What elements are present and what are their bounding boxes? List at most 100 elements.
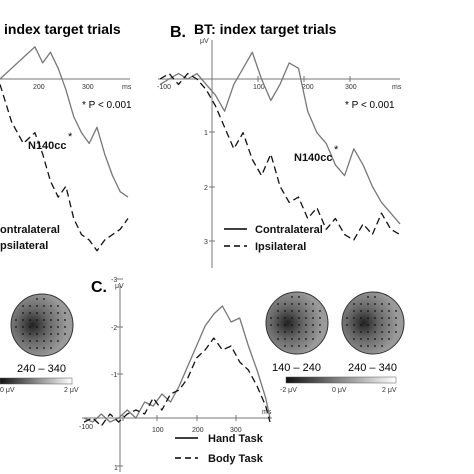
electrode-dot bbox=[50, 326, 52, 328]
electrode-dot bbox=[43, 326, 45, 328]
electrode-dot bbox=[50, 347, 52, 349]
electrode-dot bbox=[367, 296, 369, 298]
electrode-dot bbox=[43, 305, 45, 307]
topo-map bbox=[341, 291, 405, 355]
electrode-dot bbox=[291, 338, 293, 340]
panel-b-x-tick-label: 100 bbox=[253, 84, 265, 91]
electrode-dot bbox=[22, 333, 24, 335]
panel-a-x-tick-label: ms bbox=[122, 84, 132, 91]
electrode-dot bbox=[298, 345, 300, 347]
electrode-dot bbox=[64, 319, 66, 321]
electrode-dot bbox=[360, 303, 362, 305]
electrode-dot bbox=[43, 298, 45, 300]
electrode-dot bbox=[367, 324, 369, 326]
electrode-dot bbox=[277, 338, 279, 340]
electrode-dot bbox=[270, 317, 272, 319]
electrode-dot bbox=[367, 338, 369, 340]
electrode-dots bbox=[270, 296, 321, 347]
panel-a-component-label: N140cc bbox=[28, 140, 67, 152]
electrode-dot bbox=[353, 324, 355, 326]
electrode-dot bbox=[374, 303, 376, 305]
panel-b-title: BT: index target trials bbox=[194, 21, 337, 37]
electrode-dot bbox=[36, 298, 38, 300]
electrode-dot bbox=[367, 345, 369, 347]
electrode-dot bbox=[360, 317, 362, 319]
electrode-dot bbox=[284, 338, 286, 340]
panel-c-x-tick-label: 100 bbox=[152, 427, 164, 434]
electrode-dot bbox=[291, 324, 293, 326]
electrode-dot bbox=[381, 310, 383, 312]
panel-b-marker: * bbox=[334, 144, 339, 156]
panel-b-plot bbox=[159, 51, 401, 241]
electrode-dot bbox=[291, 296, 293, 298]
electrode-dot bbox=[50, 333, 52, 335]
electrode-dot bbox=[270, 324, 272, 326]
topo-scale-label: 0 μV bbox=[332, 387, 347, 394]
electrode-dot bbox=[64, 326, 66, 328]
panel-a-legend-ipsilateral: psilateral bbox=[0, 240, 48, 252]
electrode-dot bbox=[64, 312, 66, 314]
panel-a-plot bbox=[0, 46, 129, 252]
panel-b-x-tick-label: -100 bbox=[157, 84, 171, 91]
electrode-dot bbox=[284, 317, 286, 319]
electrode-dot bbox=[64, 333, 66, 335]
electrode-dot bbox=[284, 310, 286, 312]
panel-b-letter: B. bbox=[170, 24, 186, 41]
electrode-dot bbox=[312, 331, 314, 333]
topo-left: 240 – 340 0 μV 2 μV bbox=[0, 293, 79, 394]
panel-a-x-tick-label: 300 bbox=[82, 84, 94, 91]
panel-b-legend-ipsilateral: Ipsilateral bbox=[255, 241, 306, 253]
electrode-dot bbox=[29, 333, 31, 335]
electrode-dot bbox=[277, 331, 279, 333]
electrode-dot bbox=[50, 312, 52, 314]
electrode-dot bbox=[43, 333, 45, 335]
head-map bbox=[265, 291, 329, 355]
electrode-dot bbox=[395, 317, 397, 319]
electrode-dot bbox=[57, 340, 59, 342]
electrode-dot bbox=[374, 345, 376, 347]
panel-b-x-tick-label: ms bbox=[392, 84, 402, 91]
electrode-dot bbox=[319, 324, 321, 326]
electrode-dot bbox=[388, 331, 390, 333]
electrode-dot bbox=[57, 319, 59, 321]
electrode-dot bbox=[57, 305, 59, 307]
panel-c-x-tick-label: 200 bbox=[192, 427, 204, 434]
panel-c-legend-body-task: Body Task bbox=[208, 453, 264, 465]
panel-c-x-tick-label: -100 bbox=[79, 424, 93, 431]
electrode-dot bbox=[36, 333, 38, 335]
electrode-dot bbox=[291, 331, 293, 333]
electrode-dot bbox=[381, 331, 383, 333]
electrode-dot bbox=[388, 338, 390, 340]
panel-c-y-tick-label: -2 bbox=[111, 325, 117, 332]
electrode-dot bbox=[305, 317, 307, 319]
electrode-dot bbox=[43, 340, 45, 342]
topo-right: 140 – 240 240 – 340 -2 μV 0 μV 2 μV bbox=[265, 291, 405, 394]
electrode-dot bbox=[360, 345, 362, 347]
electrode-dot bbox=[360, 324, 362, 326]
electrode-dot bbox=[388, 303, 390, 305]
electrode-dot bbox=[291, 345, 293, 347]
electrode-dot bbox=[50, 319, 52, 321]
panel-b-x-tick-label: 200 bbox=[302, 84, 314, 91]
panel-a-title: index target trials bbox=[4, 21, 121, 37]
head-map bbox=[10, 293, 74, 357]
electrode-dot bbox=[298, 324, 300, 326]
series-line-contralateral bbox=[159, 51, 401, 225]
electrode-dot bbox=[298, 317, 300, 319]
electrode-dot bbox=[57, 333, 59, 335]
electrode-dot bbox=[388, 324, 390, 326]
electrode-dot bbox=[277, 303, 279, 305]
topo-map bbox=[10, 293, 74, 357]
electrode-dot bbox=[346, 324, 348, 326]
panel-b-ticks bbox=[209, 76, 351, 242]
electrode-dot bbox=[22, 319, 24, 321]
panel-b-significance: * P < 0.001 bbox=[345, 100, 395, 111]
topo-scale-label: 0 μV bbox=[0, 387, 15, 394]
electrode-dots bbox=[346, 296, 397, 347]
panel-c-ticks bbox=[117, 278, 237, 467]
electrode-dot bbox=[277, 324, 279, 326]
electrode-dot bbox=[43, 319, 45, 321]
electrode-dot bbox=[277, 317, 279, 319]
electrode-dot bbox=[305, 303, 307, 305]
electrode-dot bbox=[15, 326, 17, 328]
